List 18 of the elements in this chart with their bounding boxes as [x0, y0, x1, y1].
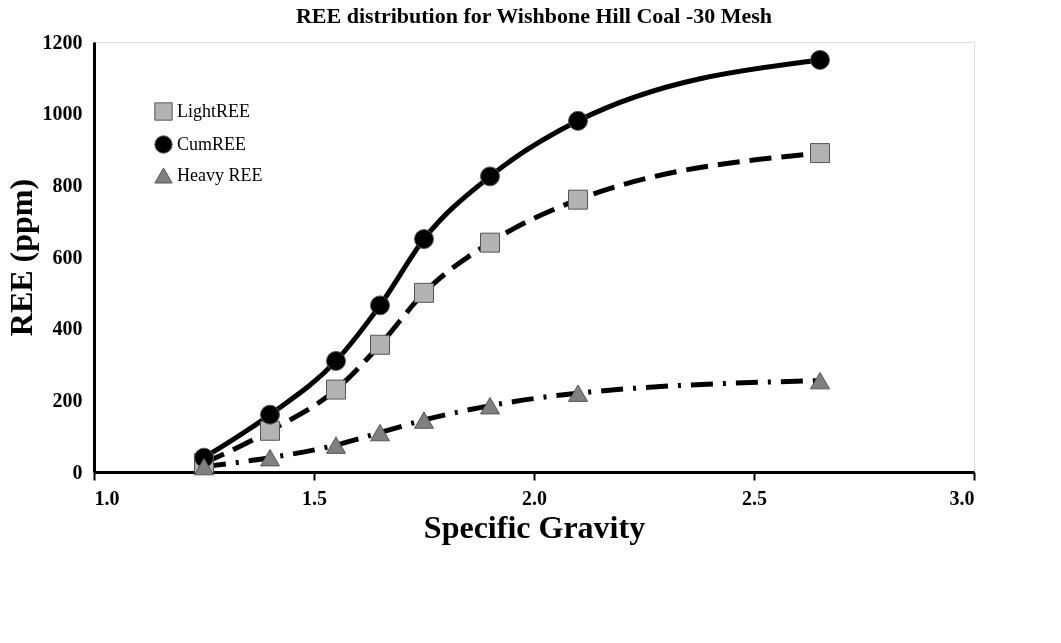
y-tick-label: 200: [52, 388, 83, 411]
y-tick-label: 400: [52, 317, 83, 340]
y-tick-label: 600: [52, 245, 83, 268]
x-tick-label: 2.5: [742, 486, 767, 509]
y-tick-label: 1200: [42, 30, 83, 53]
y-tick-label: 1000: [42, 102, 83, 125]
x-tick-label: 2.0: [522, 486, 547, 509]
x-tick-label: 1.0: [94, 486, 120, 509]
legend-label: Heavy REE: [177, 164, 263, 185]
legend-label: CumREE: [177, 133, 247, 154]
y-tick-label: 0: [72, 460, 83, 483]
x-tick-label: 3.0: [949, 486, 975, 509]
y-tick-label: 800: [52, 173, 83, 196]
x-axis-title: Specific Gravity: [423, 508, 646, 545]
y-axis-title: REE (ppm): [2, 178, 39, 337]
x-tick-label: 1.5: [302, 486, 327, 509]
chart-title: REE distribution for Wishbone Hill Coal -30 Mesh: [295, 3, 773, 28]
legend-label: LightREE: [177, 100, 250, 121]
